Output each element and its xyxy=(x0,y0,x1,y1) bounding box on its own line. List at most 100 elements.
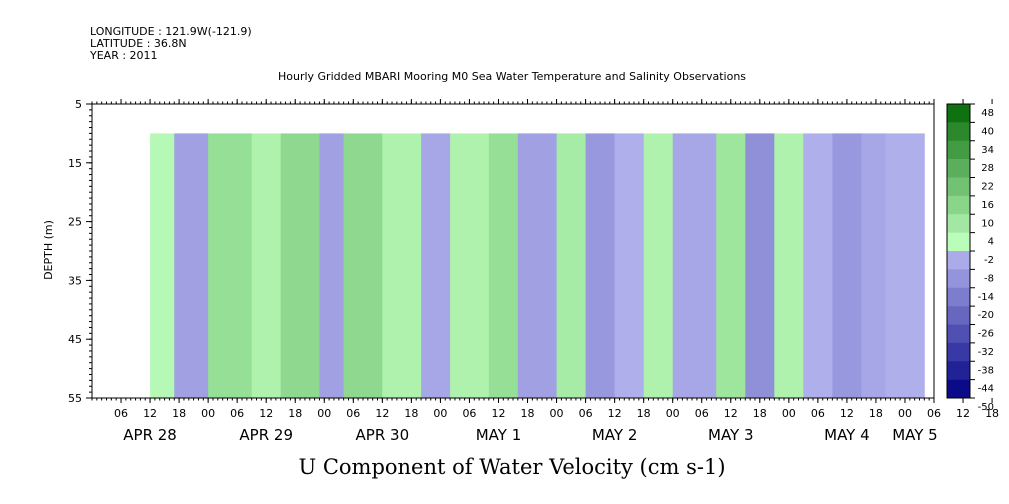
heatmap-band xyxy=(774,133,804,398)
colorbar-swatch xyxy=(947,306,970,325)
colorbar-swatch xyxy=(947,140,970,160)
x-hour-label: 18 xyxy=(985,407,999,420)
colorbar-swatch xyxy=(947,379,970,399)
heatmap-band xyxy=(421,133,451,398)
x-hour-label: 06 xyxy=(462,407,476,420)
x-hour-label: 12 xyxy=(259,407,273,420)
heatmap-band xyxy=(251,133,282,398)
x-hour-label: 06 xyxy=(695,407,709,420)
colorbar-label: 28 xyxy=(981,163,994,174)
x-hour-label: 12 xyxy=(143,407,157,420)
colorbar-label: -26 xyxy=(978,329,994,340)
colorbar-label: -8 xyxy=(984,273,994,284)
x-hour-label: 18 xyxy=(637,407,651,420)
colorbar-swatch xyxy=(947,214,970,233)
colorbar-label: -32 xyxy=(978,347,994,358)
colorbar-label: -50 xyxy=(978,402,994,413)
y-axis: 5 15 25 35 45 55 xyxy=(68,98,92,405)
heatmap-band xyxy=(745,133,775,398)
x-axis: 06 12 18 00 06 12 18 00 06 12 18 00 06 12 18 00 06 12 18 00… xyxy=(91,99,999,444)
colorbar-label: 48 xyxy=(981,108,994,119)
x-hour-label: 06 xyxy=(811,407,825,420)
heatmap-band xyxy=(885,133,925,398)
colorbar-label: 40 xyxy=(981,126,994,137)
x-hour-label: 18 xyxy=(172,407,186,420)
colorbar-swatch xyxy=(947,324,970,344)
x-hour-label: 00 xyxy=(201,407,215,420)
colorbar-swatch xyxy=(947,159,970,178)
colorbar-swatch xyxy=(947,195,970,215)
colorbar-swatch xyxy=(947,177,970,197)
x-hour-label: 06 xyxy=(114,407,128,420)
heatmap-band xyxy=(450,133,490,398)
x-axis-title: U Component of Water Velocity (cm s-1) xyxy=(298,455,725,479)
year-label: YEAR : 2011 xyxy=(89,49,158,62)
heatmap-band xyxy=(150,133,175,398)
x-date-label: MAY 5 xyxy=(892,426,938,444)
colorbar-swatch xyxy=(947,342,970,362)
heatmap-band xyxy=(585,133,616,398)
x-date-label: APR 29 xyxy=(239,426,293,444)
heatmap-band xyxy=(382,133,422,398)
colorbar-swatch xyxy=(947,361,970,380)
heatmap-band xyxy=(803,133,833,398)
y-tick-label: 55 xyxy=(68,392,82,405)
heatmap-band xyxy=(280,133,320,398)
x-hour-label: 18 xyxy=(404,407,418,420)
colorbar-label: 22 xyxy=(981,182,994,193)
x-hour-label: 06 xyxy=(230,407,244,420)
colorbar-label: -44 xyxy=(978,384,994,395)
x-date-label: APR 30 xyxy=(356,426,410,444)
x-hour-label: 06 xyxy=(579,407,593,420)
x-hour-label: 18 xyxy=(753,407,767,420)
colorbar-label: 16 xyxy=(981,200,994,211)
x-hour-label: 00 xyxy=(433,407,447,420)
x-hour-label: 00 xyxy=(666,407,680,420)
x-hour-label: 12 xyxy=(724,407,738,420)
x-date-label: MAY 2 xyxy=(592,426,638,444)
y-tick-label: 15 xyxy=(68,157,82,170)
colorbar-label: -20 xyxy=(978,310,994,321)
x-hour-label: 00 xyxy=(317,407,331,420)
x-hour-label: 12 xyxy=(840,407,854,420)
y-tick-label: 5 xyxy=(75,98,82,111)
x-hour-label: 18 xyxy=(869,407,883,420)
x-hour-label: 18 xyxy=(288,407,302,420)
heatmap-band xyxy=(643,133,674,398)
latitude-label: LATITUDE : 36.8N xyxy=(90,37,187,50)
x-date-label: MAY 3 xyxy=(708,426,754,444)
x-hour-label: 12 xyxy=(608,407,622,420)
heatmap-band xyxy=(208,133,253,398)
colorbar-swatch xyxy=(947,269,970,289)
heatmap-field xyxy=(150,133,925,398)
heatmap-band xyxy=(556,133,587,398)
y-tick-label: 35 xyxy=(68,274,82,287)
colorbar-swatch xyxy=(947,287,970,307)
heatmap-band xyxy=(614,133,645,398)
colorbar-swatch xyxy=(947,251,970,270)
x-hour-label: 06 xyxy=(346,407,360,420)
colorbar-swatch xyxy=(947,122,970,142)
x-hour-label: 00 xyxy=(898,407,912,420)
y-axis-title: DEPTH (m) xyxy=(42,220,55,280)
chart-title: Hourly Gridded MBARI Mooring M0 Sea Wate… xyxy=(278,70,746,83)
heatmap-band xyxy=(488,133,519,398)
colorbar-swatch xyxy=(947,232,970,252)
heatmap-band xyxy=(672,133,717,398)
longitude-label: LONGITUDE : 121.9W(-121.9) xyxy=(90,25,252,38)
x-date-label: MAY 1 xyxy=(476,426,522,444)
heatmap-band xyxy=(517,133,557,398)
colorbar-label: -14 xyxy=(978,292,994,303)
colorbar-label: 34 xyxy=(981,145,994,156)
x-hour-label: 12 xyxy=(956,407,970,420)
colorbar-label: 4 xyxy=(988,237,994,248)
colorbar-label: -38 xyxy=(978,365,994,376)
heatmap-band xyxy=(174,133,209,398)
heatmap-band xyxy=(319,133,345,398)
x-hour-label: 00 xyxy=(782,407,796,420)
heatmap-band xyxy=(716,133,746,398)
heatmap-band xyxy=(832,133,862,398)
heatmap-band xyxy=(861,133,887,398)
x-hour-label: 12 xyxy=(375,407,389,420)
